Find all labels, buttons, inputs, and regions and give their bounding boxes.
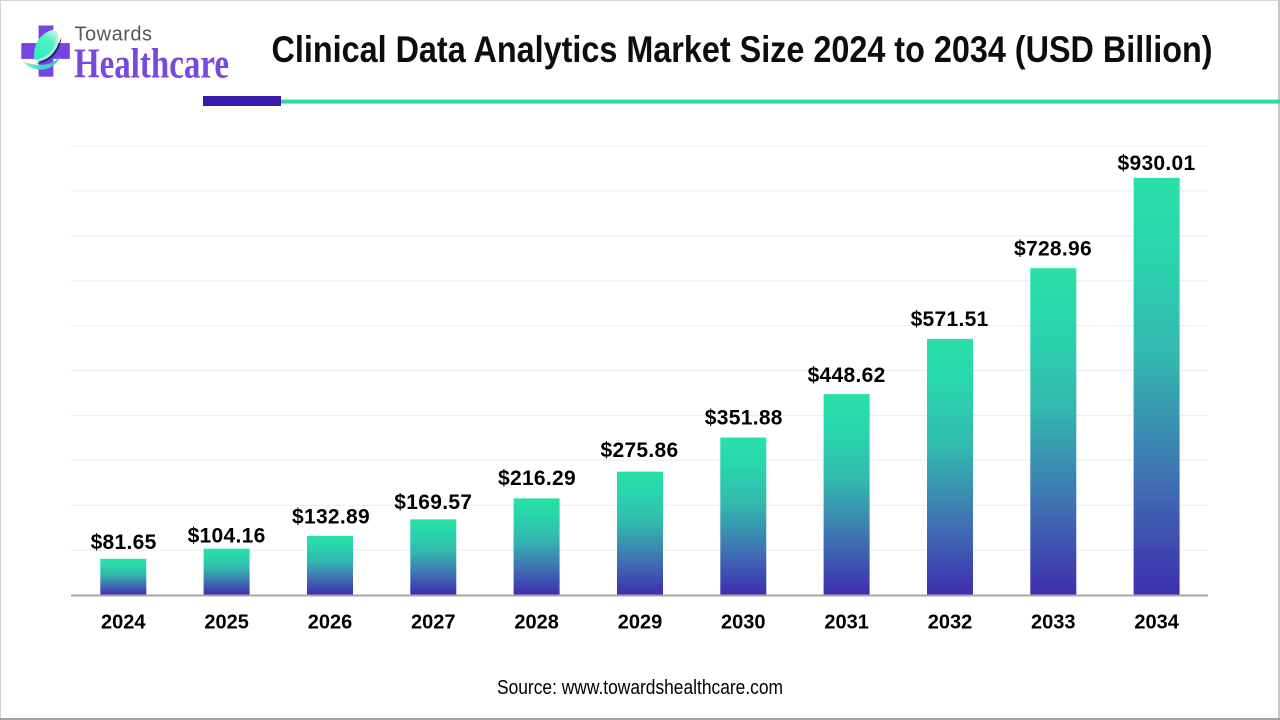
svg-text:2032: 2032 — [928, 612, 973, 634]
svg-text:2034: 2034 — [1134, 612, 1179, 634]
svg-text:$351.88: $351.88 — [705, 407, 783, 430]
svg-text:$81.65: $81.65 — [91, 531, 157, 554]
svg-text:$169.57: $169.57 — [394, 491, 472, 514]
svg-text:2033: 2033 — [1031, 612, 1076, 634]
svg-text:2027: 2027 — [411, 612, 456, 634]
svg-text:$132.89: $132.89 — [292, 505, 370, 528]
svg-text:Clinical Data Analytics Market: Clinical Data Analytics Market Size 2024… — [272, 29, 1213, 70]
svg-text:$448.62: $448.62 — [808, 364, 886, 387]
svg-text:$930.01: $930.01 — [1117, 152, 1195, 175]
svg-text:2028: 2028 — [514, 612, 559, 634]
svg-text:$216.29: $216.29 — [498, 467, 576, 490]
svg-text:$728.96: $728.96 — [1014, 237, 1092, 260]
svg-text:2026: 2026 — [308, 612, 353, 634]
svg-text:$104.16: $104.16 — [188, 524, 266, 547]
svg-text:2030: 2030 — [721, 612, 766, 634]
svg-text:Source: www.towardshealthcare.: Source: www.towardshealthcare.com — [497, 677, 783, 699]
svg-text:2024: 2024 — [101, 612, 146, 634]
svg-text:$275.86: $275.86 — [600, 439, 678, 462]
svg-text:Healthcare: Healthcare — [74, 42, 229, 88]
svg-text:2025: 2025 — [204, 612, 249, 634]
svg-text:Towards: Towards — [75, 23, 153, 45]
svg-text:2029: 2029 — [618, 612, 663, 634]
svg-text:2031: 2031 — [824, 612, 869, 634]
svg-text:$571.51: $571.51 — [911, 308, 989, 331]
